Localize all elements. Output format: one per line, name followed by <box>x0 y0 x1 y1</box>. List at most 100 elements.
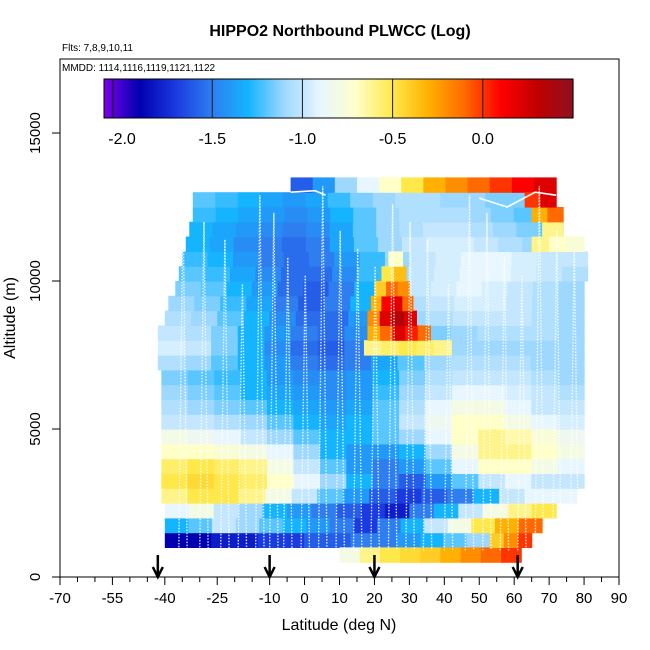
colorbar-segment <box>216 79 220 118</box>
colorbar-segment <box>455 79 459 118</box>
heatmap-cell <box>504 399 532 415</box>
colorbar-frame <box>103 78 574 119</box>
colorbar-segment <box>104 79 108 118</box>
heatmap-cell <box>291 355 319 371</box>
heatmap-cell <box>516 221 541 238</box>
heatmap-cell <box>478 399 506 415</box>
colorbar-segment <box>132 79 136 118</box>
colorbar-segment <box>260 79 264 118</box>
heatmap-cell <box>485 192 509 208</box>
colorbar-segment <box>361 79 366 118</box>
heatmap-cell <box>187 429 215 445</box>
colorbar-segment <box>270 79 274 118</box>
heatmap-cell <box>164 517 189 534</box>
colorbar-segment <box>119 79 123 118</box>
heatmap-cell <box>240 369 268 386</box>
colorbar-segment <box>552 79 556 118</box>
heatmap-cell <box>450 355 479 371</box>
heatmap-cell <box>185 236 211 252</box>
heatmap-cell <box>460 251 487 267</box>
heatmap-cell <box>311 503 337 519</box>
colorbar-segment <box>247 79 251 118</box>
heatmap-cell <box>480 547 502 563</box>
heatmap-cell <box>421 488 448 504</box>
heatmap-cell <box>161 414 189 430</box>
colorbar-segment <box>434 79 439 118</box>
x-axis-label: Latitude (deg N) <box>282 617 397 634</box>
flight-track-profile <box>317 186 328 551</box>
heatmap-cell <box>399 473 427 489</box>
heatmap-cell <box>372 443 400 460</box>
heatmap-cell <box>451 384 479 400</box>
heatmap-cell <box>319 414 347 430</box>
heatmap-cell <box>531 473 559 489</box>
colorbar-segment <box>518 79 522 118</box>
colorbar-segment <box>239 79 243 118</box>
heatmap-cell <box>379 547 401 563</box>
colorbar-segment <box>466 79 470 118</box>
heatmap-cell <box>319 443 347 460</box>
colorbar-tick-label: -0.5 <box>379 131 407 148</box>
flight-track-profile <box>534 186 545 551</box>
colorbar-segment <box>255 79 259 118</box>
colorbar-segment <box>304 79 308 118</box>
colorbar-segment <box>244 79 248 118</box>
heatmap-cell <box>478 384 506 400</box>
x-tick-label: 20 <box>366 590 383 607</box>
colorbar-segment <box>208 79 212 118</box>
heatmap-cell <box>518 517 543 534</box>
x-tick-label: -25 <box>206 590 228 607</box>
heatmap-cell <box>478 369 506 386</box>
colorbar-segment <box>294 79 298 118</box>
colorbar-segment <box>283 79 287 118</box>
heatmap-cell <box>467 177 491 193</box>
heatmap-cell <box>317 355 345 371</box>
heatmap-cell <box>551 488 578 504</box>
heatmap-cell <box>504 429 532 445</box>
x-tick-label: 90 <box>611 590 628 607</box>
colorbar-segment <box>262 79 267 118</box>
heatmap-cell <box>379 177 402 193</box>
colorbar-segment <box>166 79 170 118</box>
heatmap-cell <box>184 325 212 341</box>
heatmap-cell <box>422 207 446 223</box>
colorbar-segment <box>114 79 118 118</box>
colorbar-segment <box>500 79 504 118</box>
colorbar-segment <box>223 79 228 118</box>
heatmap-cell <box>184 340 212 356</box>
colorbar-segment <box>494 79 499 118</box>
heatmap-cell <box>319 429 347 445</box>
colorbar-segment <box>450 79 454 118</box>
colorbar-segment <box>109 79 113 118</box>
heatmap-cell <box>267 384 295 400</box>
heatmap-cell <box>504 384 532 400</box>
heatmap-cell <box>504 355 532 371</box>
colorbar-segment <box>395 79 400 118</box>
colorbar-segment <box>335 79 340 118</box>
heatmap-cell <box>562 251 589 267</box>
colorbar-segment <box>492 79 496 118</box>
heatmap-cell <box>357 266 384 282</box>
colorbar-segment <box>354 79 358 118</box>
x-tick-label: -10 <box>259 590 281 607</box>
heatmap-cell <box>532 295 559 312</box>
colorbar-segment <box>546 79 551 118</box>
heatmap-cell <box>192 207 217 223</box>
heatmap-cell <box>446 221 471 238</box>
heatmap-cell <box>267 458 295 474</box>
colorbar-segment <box>468 79 472 118</box>
heatmap-cell <box>511 251 538 267</box>
heatmap-cell <box>194 295 221 312</box>
heatmap-cell <box>214 369 242 386</box>
heatmap-cell <box>498 236 523 252</box>
heatmap-cell <box>350 192 374 208</box>
colorbar-segment <box>203 79 207 118</box>
heatmap-cell <box>178 266 205 282</box>
heatmap-cell <box>557 310 585 326</box>
colorbar-segment <box>205 79 209 118</box>
colorbar-segment <box>471 79 475 118</box>
heatmap-cell <box>246 295 273 312</box>
heatmap-cell <box>424 517 449 534</box>
heatmap-cell <box>187 414 215 430</box>
heatmap-cell <box>558 295 585 312</box>
